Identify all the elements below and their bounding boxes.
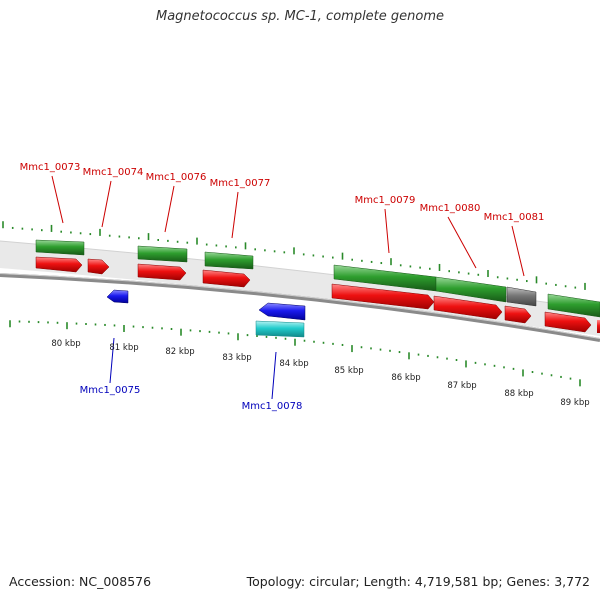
gene-feature-mmc1-0073[interactable] — [35, 239, 85, 256]
cds-feature-mmc1-0075[interactable] — [106, 289, 129, 304]
kbp-axis-labels: 80 kbp 81 kbp 82 kbp 83 kbp 84 kbp 85 kbp 86 k… — [51, 339, 589, 408]
genome-title: Magnetococcus sp. MC-1, complete genome — [155, 9, 445, 24]
kbp-tick-label: 86 kbp — [391, 373, 420, 383]
gene-label[interactable]: Mmc1_0077 — [210, 178, 271, 189]
gene-label[interactable]: Mmc1_0080 — [420, 203, 481, 214]
gene-feature-mmc1-0078[interactable] — [255, 320, 305, 338]
cds-feature-mmc1-0076[interactable] — [137, 263, 187, 281]
kbp-tick-label: 81 kbp — [109, 343, 138, 353]
cds-feature-mmc1-0073[interactable] — [35, 256, 83, 273]
cds-feature-mmc1-0081[interactable] — [504, 305, 532, 324]
genome-summary-text: Topology: circular; Length: 4,719,581 bp… — [246, 574, 590, 589]
reverse-tick-row — [9, 320, 581, 387]
gene-label[interactable]: Mmc1_0078 — [242, 401, 303, 412]
kbp-tick-label: 84 kbp — [279, 359, 308, 369]
forward-tick-row — [2, 221, 586, 290]
cds-feature-mmc1-0078[interactable] — [258, 302, 306, 321]
kbp-tick-label: 82 kbp — [165, 347, 194, 357]
cds-feature-next[interactable] — [544, 311, 592, 333]
kbp-tick-label: 87 kbp — [447, 381, 476, 391]
kbp-tick-label: 80 kbp — [51, 339, 80, 349]
cds-feature-mmc1-0080[interactable] — [433, 295, 503, 320]
pseudo-feature-mmc1-0081[interactable] — [506, 286, 537, 307]
gene-label-leader — [164, 185, 175, 233]
accession-text: Accession: NC_008576 — [9, 574, 152, 589]
gene-label-leader — [447, 216, 477, 269]
gene-label-leader — [271, 351, 277, 400]
cds-feature-mmc1-0074[interactable] — [87, 258, 110, 275]
kbp-tick-label: 88 kbp — [504, 389, 533, 399]
gene-feature-mmc1-0076[interactable] — [137, 245, 188, 263]
gene-label-leader — [101, 180, 112, 228]
gene-label-leader — [384, 208, 390, 254]
gene-label[interactable]: Mmc1_0074 — [83, 167, 144, 178]
kbp-tick-label: 83 kbp — [222, 353, 251, 363]
genome-backbone-highlight — [0, 273, 600, 339]
gene-label[interactable]: Mmc1_0081 — [484, 212, 545, 223]
gene-features — [35, 239, 600, 338]
gene-feature-next[interactable] — [547, 293, 600, 318]
kbp-tick-label: 89 kbp — [560, 398, 589, 408]
genome-backbone — [0, 273, 600, 342]
gene-label[interactable]: Mmc1_0079 — [355, 195, 416, 206]
gene-label-leader — [231, 191, 239, 239]
cds-feature-mmc1-0077[interactable] — [202, 269, 251, 288]
kbp-tick-label: 85 kbp — [334, 366, 363, 376]
gene-label-leader — [109, 337, 115, 384]
gene-label-leader — [51, 175, 64, 224]
gene-label[interactable]: Mmc1_0075 — [80, 385, 141, 396]
gene-feature-mmc1-0080[interactable] — [435, 276, 507, 303]
cds-feature-mmc1-0079[interactable] — [331, 283, 435, 310]
gene-feature-mmc1-0077[interactable] — [204, 251, 254, 270]
gene-label[interactable]: Mmc1_0076 — [146, 172, 207, 183]
gene-label-leader — [511, 225, 525, 277]
gene-label[interactable]: Mmc1_0073 — [20, 162, 81, 173]
cds-feature-edge[interactable] — [597, 320, 600, 333]
